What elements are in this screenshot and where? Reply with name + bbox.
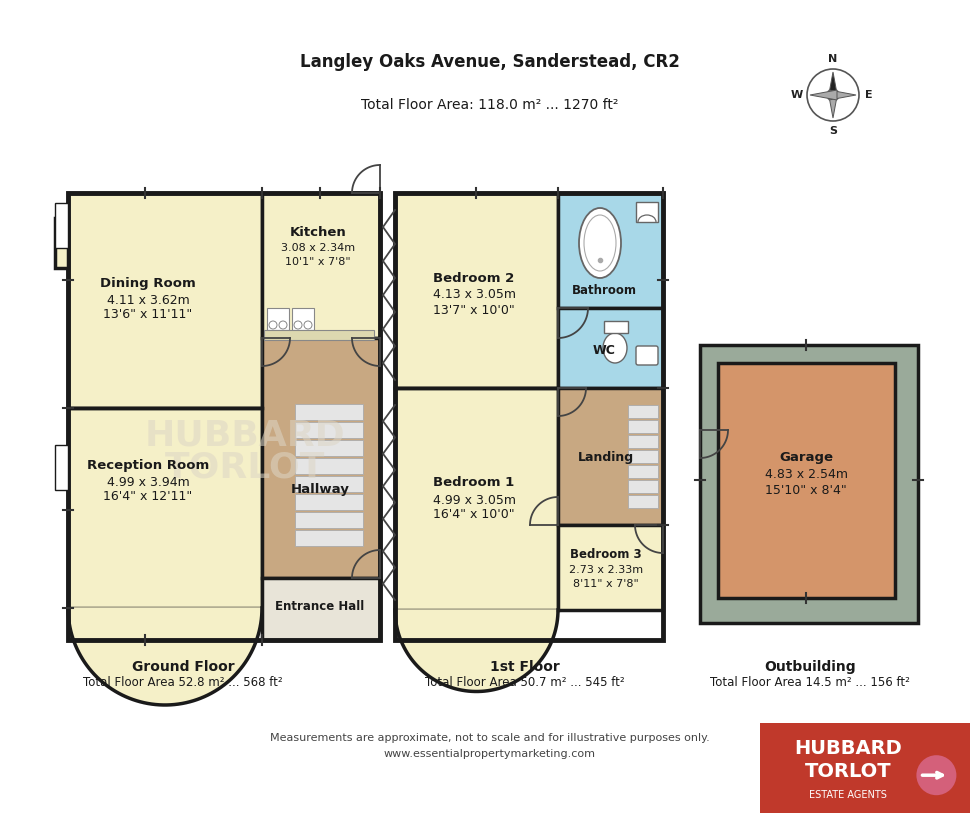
Text: S: S (829, 126, 837, 136)
Text: E: E (865, 90, 873, 100)
Text: Outbuilding: Outbuilding (764, 660, 856, 674)
Bar (262, 193, 380, 338)
Text: HUBBARD: HUBBARD (795, 739, 902, 757)
Bar (295, 476, 363, 492)
Text: WC: WC (593, 344, 615, 357)
Text: 4.99 x 3.05m: 4.99 x 3.05m (432, 493, 515, 506)
Circle shape (916, 755, 956, 795)
Bar (55, 445, 68, 490)
Bar (295, 512, 363, 528)
Text: HUBBARD: HUBBARD (145, 418, 345, 452)
Text: Total Floor Area 52.8 m² ... 568 ft²: Total Floor Area 52.8 m² ... 568 ft² (83, 676, 283, 689)
Text: 8'11" x 7'8": 8'11" x 7'8" (573, 579, 639, 589)
Bar (558, 193, 663, 308)
Text: Bathroom: Bathroom (571, 284, 636, 296)
Text: Dining Room: Dining Room (100, 276, 196, 290)
Bar (292, 308, 314, 330)
Text: W: W (791, 90, 804, 100)
Text: Ground Floor: Ground Floor (131, 660, 234, 674)
Text: TORLOT: TORLOT (165, 451, 325, 485)
Text: Bedroom 2: Bedroom 2 (433, 272, 514, 285)
Text: 4.83 x 2.54m: 4.83 x 2.54m (764, 469, 848, 482)
Bar (628, 495, 658, 508)
Ellipse shape (579, 208, 621, 278)
Text: Bedroom 1: Bedroom 1 (433, 477, 514, 489)
Text: Total Floor Area 14.5 m² ... 156 ft²: Total Floor Area 14.5 m² ... 156 ft² (710, 676, 910, 689)
Bar (628, 420, 658, 433)
Bar (395, 388, 558, 610)
Text: 13'7" x 10'0": 13'7" x 10'0" (433, 303, 514, 317)
Text: 2.73 x 2.33m: 2.73 x 2.33m (569, 565, 643, 575)
Text: Langley Oaks Avenue, Sanderstead, CR2: Langley Oaks Avenue, Sanderstead, CR2 (300, 53, 680, 71)
Text: 10'1" x 7'8": 10'1" x 7'8" (285, 257, 351, 267)
Text: Garage: Garage (779, 452, 833, 465)
Text: 1st Floor: 1st Floor (490, 660, 560, 674)
Text: www.essentialpropertymarketing.com: www.essentialpropertymarketing.com (384, 749, 596, 759)
Text: Hallway: Hallway (290, 483, 350, 497)
Bar (68, 193, 262, 408)
Polygon shape (68, 608, 262, 705)
Bar (262, 578, 380, 640)
Text: Measurements are approximate, not to scale and for illustrative purposes only.: Measurements are approximate, not to sca… (270, 733, 710, 743)
Text: Bedroom 3: Bedroom 3 (570, 549, 642, 561)
Text: 4.99 x 3.94m: 4.99 x 3.94m (107, 475, 189, 488)
Polygon shape (395, 610, 558, 691)
Bar (700, 345, 918, 623)
Bar (295, 530, 363, 546)
Bar (267, 308, 289, 330)
Text: 3.08 x 2.34m: 3.08 x 2.34m (281, 243, 355, 253)
Bar (628, 405, 658, 418)
Text: ESTATE AGENTS: ESTATE AGENTS (809, 790, 887, 800)
Polygon shape (829, 90, 856, 100)
Bar (760, 723, 970, 813)
Polygon shape (828, 72, 838, 99)
Bar (628, 435, 658, 448)
Bar (718, 363, 895, 598)
Text: Kitchen: Kitchen (290, 226, 346, 239)
Text: Total Floor Area 50.7 m² ... 545 ft²: Total Floor Area 50.7 m² ... 545 ft² (425, 676, 625, 689)
Bar (55, 203, 68, 248)
Text: 15'10" x 8'4": 15'10" x 8'4" (765, 483, 847, 497)
Bar (262, 338, 380, 578)
Text: Entrance Hall: Entrance Hall (275, 600, 365, 613)
Bar (55, 218, 68, 268)
Bar (395, 193, 558, 388)
Bar (636, 202, 658, 222)
Bar (295, 404, 363, 420)
Bar (295, 422, 363, 438)
Text: Reception Room: Reception Room (87, 459, 209, 471)
Bar (68, 193, 380, 640)
Text: 4.11 x 3.62m: 4.11 x 3.62m (107, 294, 189, 307)
Text: 13'6" x 11'11": 13'6" x 11'11" (103, 308, 193, 321)
Text: Total Floor Area: 118.0 m² ... 1270 ft²: Total Floor Area: 118.0 m² ... 1270 ft² (362, 98, 618, 112)
Bar (628, 450, 658, 463)
Bar (295, 440, 363, 456)
Bar (68, 408, 262, 608)
Text: N: N (828, 54, 838, 64)
Text: TORLOT: TORLOT (805, 762, 892, 781)
Bar (264, 330, 374, 340)
Bar (558, 388, 663, 525)
Ellipse shape (603, 333, 627, 363)
Bar (628, 465, 658, 478)
Text: 16'4" x 10'0": 16'4" x 10'0" (433, 509, 514, 522)
Bar (628, 480, 658, 493)
Bar (295, 494, 363, 510)
Polygon shape (810, 90, 837, 100)
Text: 16'4" x 12'11": 16'4" x 12'11" (103, 491, 193, 504)
Text: 4.13 x 3.05m: 4.13 x 3.05m (432, 289, 515, 302)
Bar (558, 308, 663, 388)
Bar (295, 458, 363, 474)
Bar (395, 193, 663, 640)
Bar (558, 525, 663, 610)
Circle shape (807, 69, 859, 121)
Text: Landing: Landing (578, 452, 634, 465)
Polygon shape (828, 91, 838, 118)
FancyBboxPatch shape (636, 346, 658, 365)
Bar (604, 321, 628, 333)
